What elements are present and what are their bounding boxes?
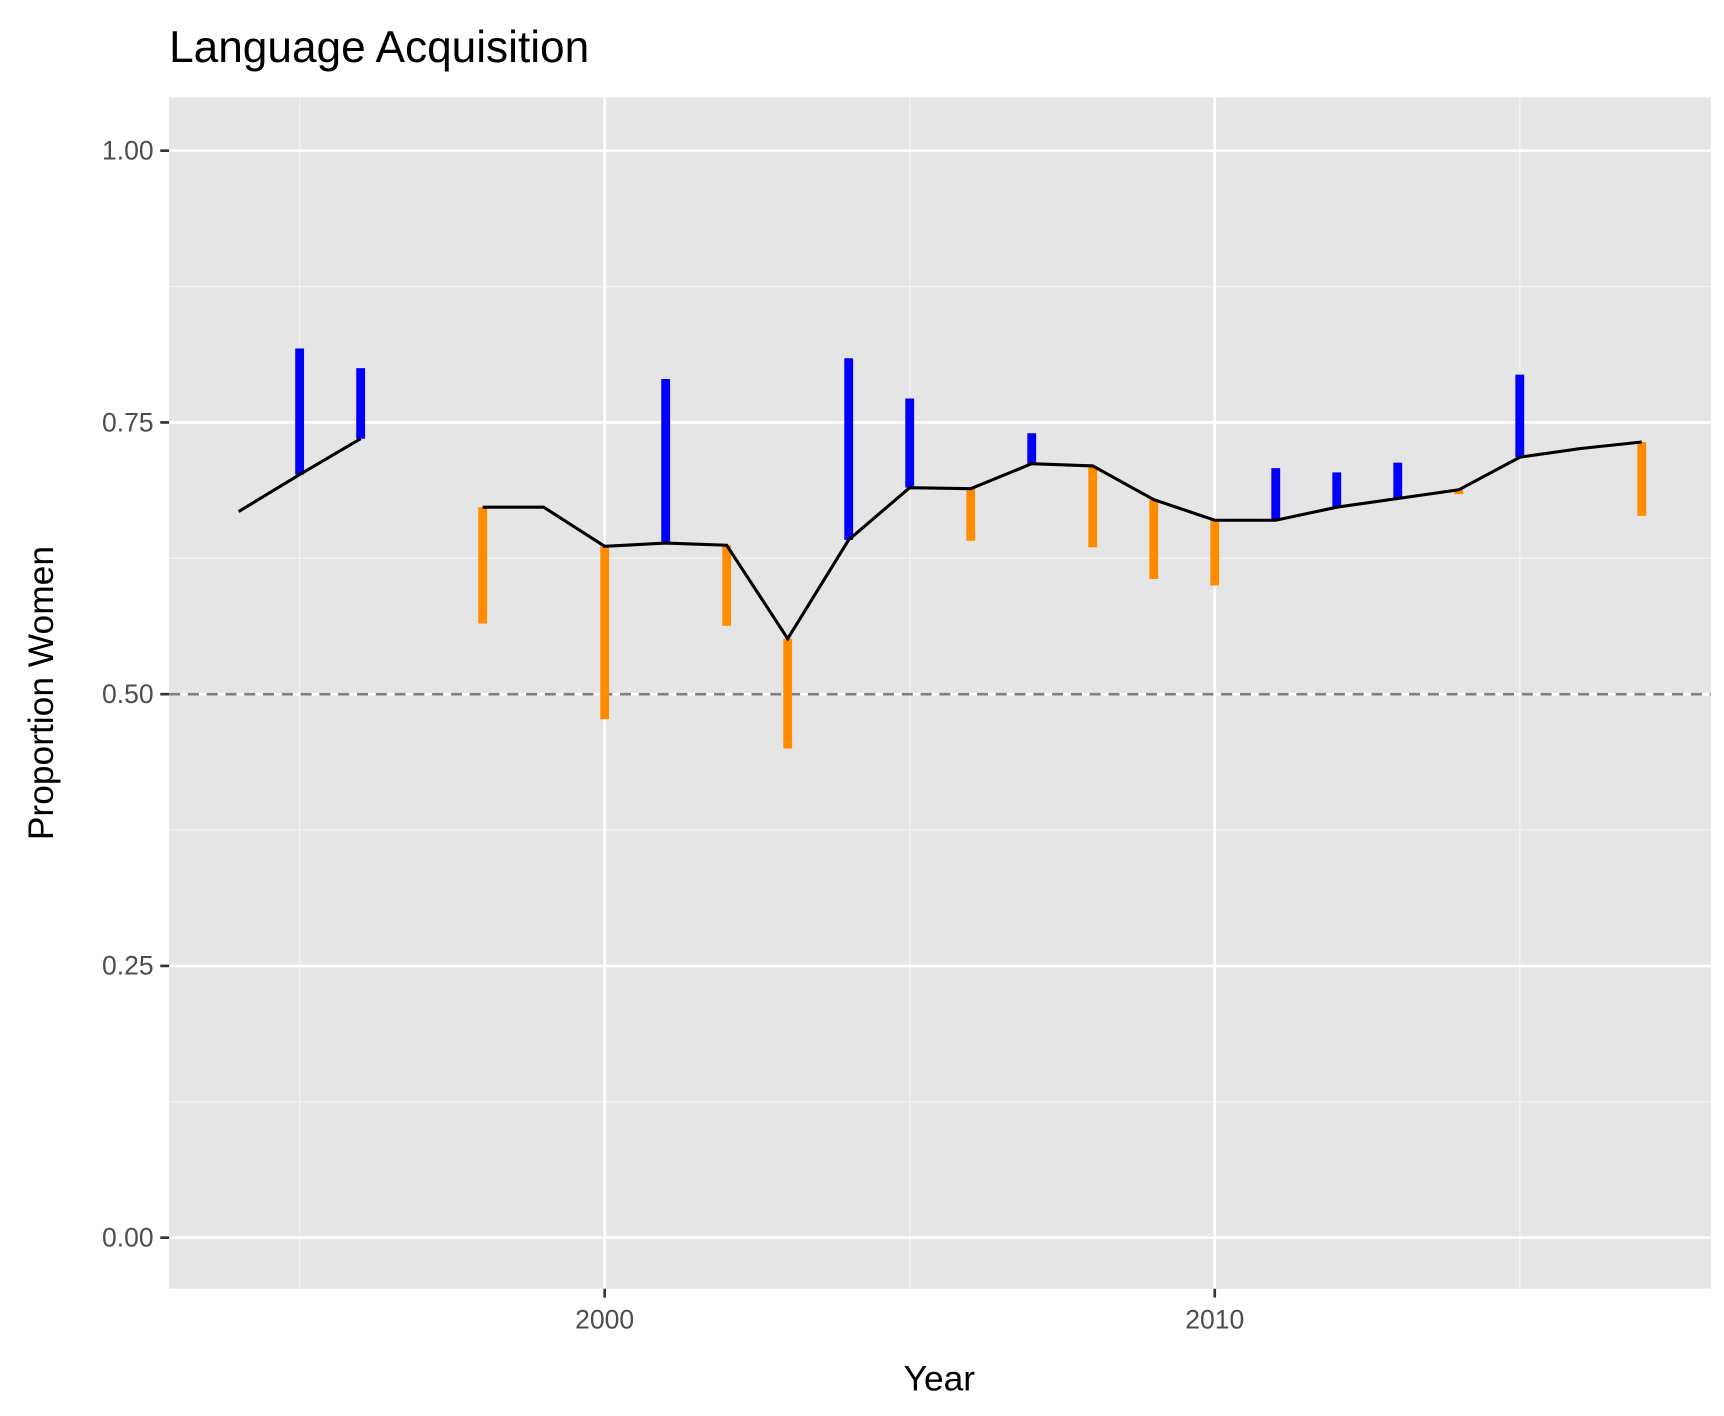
x-tick-label: 2010 <box>1185 1305 1244 1335</box>
trend-line <box>237 437 362 513</box>
trend-line <box>482 440 1642 642</box>
chart-title: Language Acquisition <box>169 23 589 72</box>
y-axis-title: Proportion Women <box>22 546 61 840</box>
y-tick-label: 0.00 <box>102 1222 154 1252</box>
y-tick-label: 1.00 <box>102 136 154 166</box>
x-tick-label: 2000 <box>575 1305 634 1335</box>
y-tick-label: 0.75 <box>102 407 154 437</box>
y-tick-label: 0.50 <box>102 679 154 709</box>
x-axis-title: Year <box>904 1359 976 1398</box>
y-tick-label: 0.25 <box>102 951 154 981</box>
